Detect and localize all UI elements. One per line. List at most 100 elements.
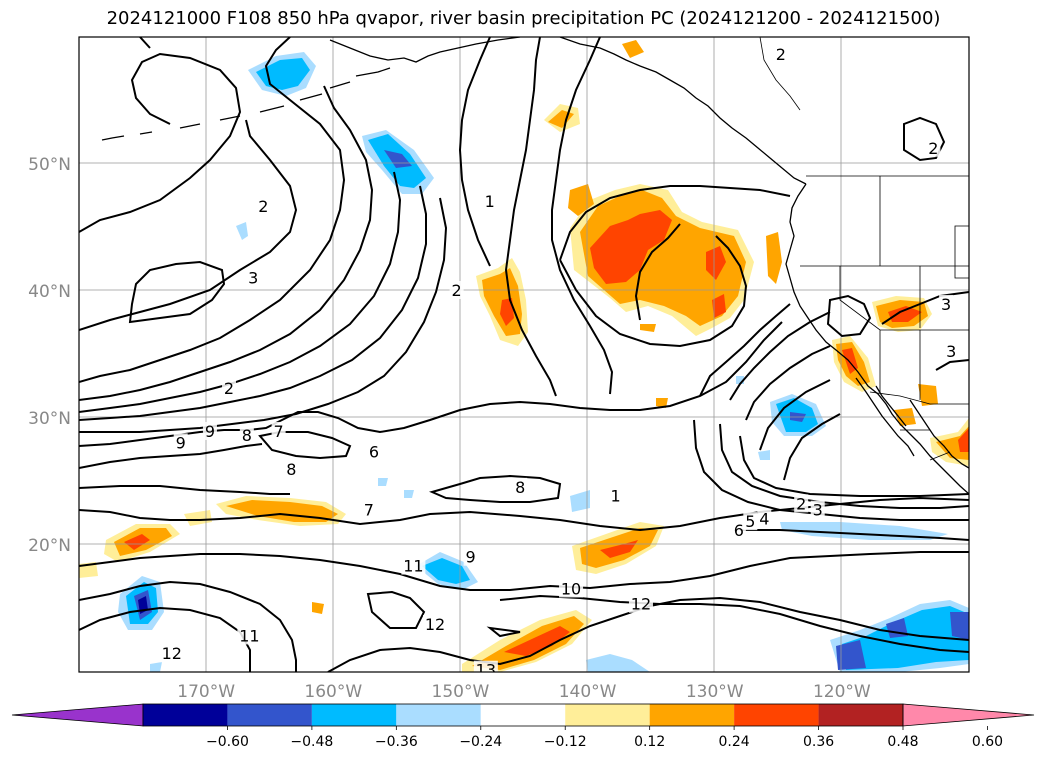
colorbar-segment <box>818 704 903 726</box>
contour-label: 4 <box>759 510 769 529</box>
contour-label: 8 <box>515 478 525 497</box>
contour-label: 5 <box>745 512 755 531</box>
colorbar-label: −0.48 <box>290 734 333 750</box>
contour-label-bg <box>401 556 426 575</box>
longitude-labels: 170°W 160°W 150°W 140°W 130°W 120°W <box>177 682 871 702</box>
contour-label: 7 <box>364 501 374 520</box>
british-columbia-coast <box>785 183 969 495</box>
contour-label-bg <box>757 509 772 528</box>
contour-label: 2 <box>776 45 786 64</box>
contour-label-bg <box>939 294 954 313</box>
map-frame <box>78 36 970 673</box>
positive-region <box>622 40 644 58</box>
negative-region <box>384 150 412 168</box>
negative-region <box>236 222 248 240</box>
contour-label-bg <box>256 197 271 216</box>
colorbar-outline <box>142 703 904 727</box>
longitude-label: 140°W <box>559 682 617 702</box>
contour-label-bg <box>271 421 286 440</box>
contour-label: 6 <box>734 521 744 540</box>
aleutian-chain <box>101 67 391 141</box>
colorbar-label: 0.36 <box>803 734 834 750</box>
colorbar-segment <box>396 704 481 726</box>
negative-region <box>758 450 770 460</box>
positive-region <box>766 232 782 284</box>
negative-region <box>950 612 969 640</box>
us-mexico-border <box>869 391 969 405</box>
contour-label-bg <box>794 494 809 513</box>
colorbar-label: −0.60 <box>206 734 249 750</box>
contour-label: 2 <box>796 494 806 513</box>
map-title: 2024121000 F108 850 hPa qvapor, river ba… <box>106 8 941 29</box>
colorbar-extend-low <box>11 703 144 727</box>
contour-label-bg <box>284 460 299 479</box>
contour-label: 3 <box>813 501 823 520</box>
colorbar-segment <box>227 704 312 726</box>
contour-label-bg <box>237 626 262 645</box>
longitude-label: 130°W <box>686 682 744 702</box>
contour-label-bg <box>944 341 959 360</box>
colorbar <box>11 703 1035 727</box>
latitude-label: 50°N <box>28 155 71 175</box>
contour-label-bg <box>246 268 261 287</box>
colorbar-segment <box>143 704 228 726</box>
negative-anomaly-fields <box>118 52 969 672</box>
longitude-label: 150°W <box>432 682 490 702</box>
contour-label: 9 <box>176 433 186 452</box>
colorbar-segment <box>480 704 566 726</box>
contour-label: 3 <box>941 295 951 314</box>
colorbar-segment <box>311 704 397 726</box>
contour-label: 12 <box>631 595 651 614</box>
contour-label: 6 <box>369 442 379 461</box>
latitude-labels: 50°N 40°N 30°N 20°N <box>28 155 71 556</box>
latitude-label: 20°N <box>28 536 71 556</box>
contour-label: 2 <box>928 139 938 158</box>
positive-region <box>504 626 570 656</box>
political-borders <box>759 37 969 461</box>
baja-peninsula <box>855 377 915 457</box>
contour-label-bg <box>173 433 188 452</box>
contour-label-bg <box>463 547 478 566</box>
positive-region <box>712 294 726 318</box>
longitude-label: 160°W <box>304 682 362 702</box>
contour-label-bg <box>731 521 746 540</box>
contour-label-bg <box>628 594 653 613</box>
colorbar-tick-labels: −0.60 −0.48 −0.36 −0.24 −0.12 0.12 0.24 0.36 0.4… <box>206 726 1003 750</box>
positive-region <box>600 540 638 558</box>
contour-label: 3 <box>248 268 258 287</box>
positive-region <box>590 210 672 284</box>
contour-label-bg <box>810 500 825 519</box>
positive-region <box>568 184 594 216</box>
positive-region <box>312 602 324 614</box>
positive-region <box>656 398 668 408</box>
contour-label-bg <box>239 425 254 444</box>
contour-label: 1 <box>485 192 495 211</box>
colorbar-segment <box>734 704 819 726</box>
contour-label-bg <box>361 500 376 519</box>
negative-region <box>150 662 162 672</box>
latitude-label: 40°N <box>28 282 71 302</box>
contour-label-bg <box>222 378 237 397</box>
colorbar-label: −0.36 <box>375 734 418 750</box>
colorbar-label: −0.24 <box>459 734 502 750</box>
contour-label: 12 <box>162 644 182 663</box>
mexico-states <box>900 429 951 461</box>
colorbar-label: 0.48 <box>887 734 918 750</box>
contour-label-bg <box>159 644 184 663</box>
positive-region <box>888 306 922 322</box>
alaska-coast <box>329 37 807 185</box>
positive-region <box>124 534 150 550</box>
contour-label-bg <box>926 138 941 157</box>
contour-label-bg <box>366 442 381 461</box>
longitude-label: 170°W <box>177 682 235 702</box>
negative-region <box>378 478 388 486</box>
contour-label: 9 <box>466 548 476 567</box>
contour-label-bg <box>513 477 528 496</box>
contour-label-bg <box>773 44 788 63</box>
contour-label: 12 <box>425 615 445 634</box>
contour-label: 11 <box>239 626 259 645</box>
positive-region <box>184 510 212 526</box>
contour-label: 7 <box>274 422 284 441</box>
latitude-label: 30°N <box>28 409 71 429</box>
